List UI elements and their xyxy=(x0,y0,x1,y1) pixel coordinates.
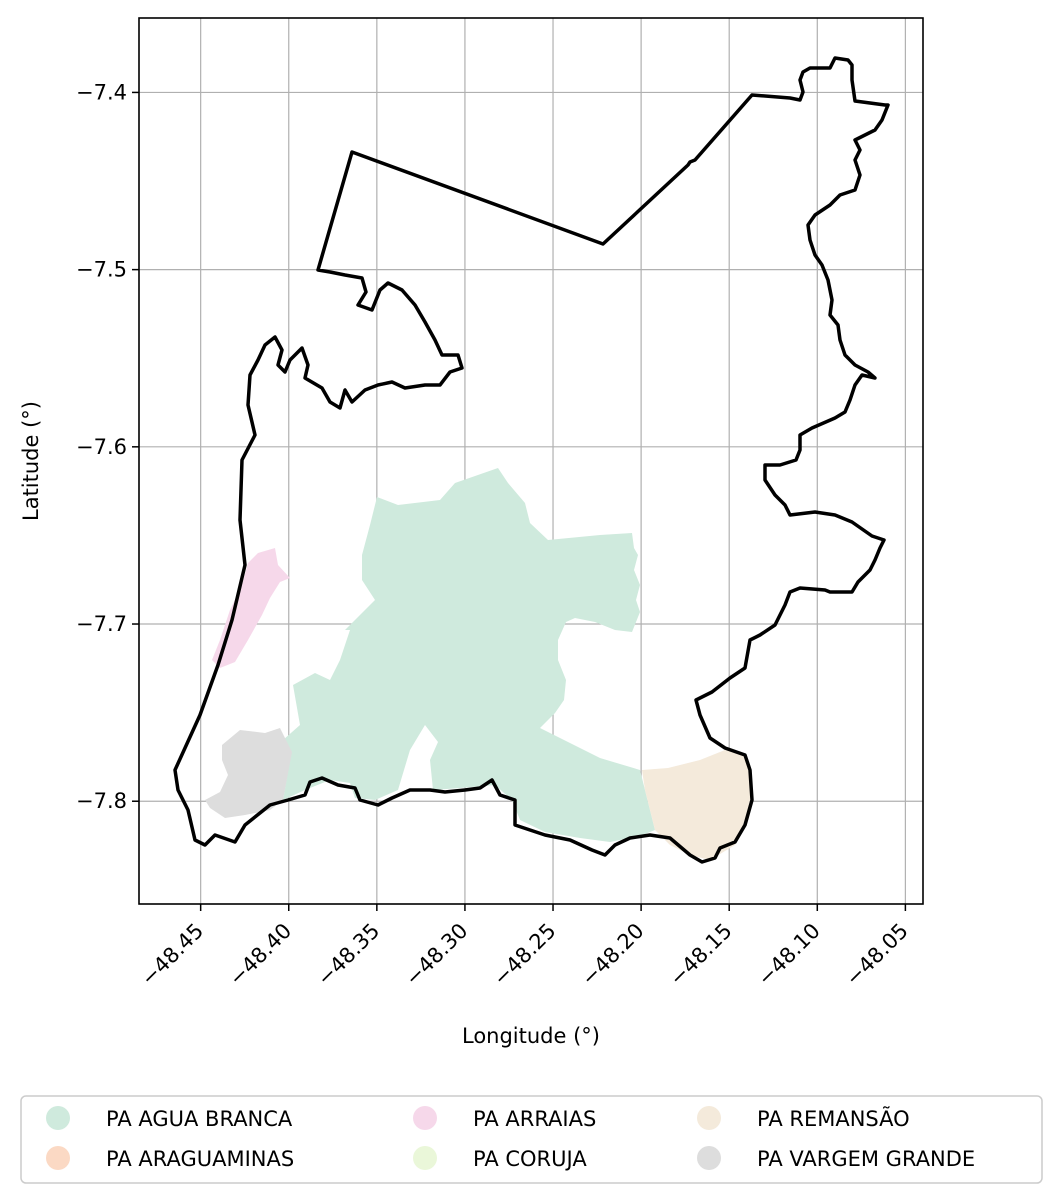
x-tick-label: −48.05 xyxy=(841,919,913,991)
x-tick-label: −48.20 xyxy=(577,919,649,991)
legend-marker xyxy=(413,1146,437,1170)
x-tick-label: −48.45 xyxy=(136,919,208,991)
legend-marker xyxy=(697,1106,721,1130)
y-axis-ticks: −7.4 −7.5 −7.6 −7.7 −7.8 xyxy=(76,80,139,813)
legend-marker xyxy=(46,1146,70,1170)
area-pa-remansao xyxy=(642,750,752,860)
legend-box xyxy=(20,1095,1043,1184)
legend-label: PA VARGEM GRANDE xyxy=(757,1147,975,1171)
area-pa-agua-branca xyxy=(283,468,655,842)
x-tick-label: −48.25 xyxy=(489,919,561,991)
x-axis-label: Longitude (°) xyxy=(462,1024,600,1048)
x-tick-label: −48.40 xyxy=(224,919,296,991)
area-pa-arraias xyxy=(212,548,290,668)
x-tick-label: −48.15 xyxy=(665,919,737,991)
legend-label: PA AGUA BRANCA xyxy=(106,1107,293,1131)
settlement-areas xyxy=(205,468,752,860)
legend-marker xyxy=(46,1106,70,1130)
y-tick-label: −7.4 xyxy=(76,80,127,104)
y-axis-label: Latitude (°) xyxy=(19,401,43,521)
legend-marker xyxy=(697,1146,721,1170)
x-axis-ticks: −48.45 −48.40 −48.35 −48.30 −48.25 −48.20 −48.… xyxy=(136,904,913,990)
legend-marker xyxy=(413,1106,437,1130)
y-tick-label: −7.7 xyxy=(76,612,127,636)
y-tick-label: −7.5 xyxy=(76,258,127,282)
axes-frame xyxy=(138,17,924,905)
legend-label: PA REMANSÃO xyxy=(757,1105,910,1131)
x-tick-label: −48.30 xyxy=(401,919,473,991)
y-tick-label: −7.8 xyxy=(76,789,127,813)
legend-label: PA ARRAIAS xyxy=(473,1107,596,1131)
legend-label: PA CORUJA xyxy=(473,1147,587,1171)
x-tick-label: −48.35 xyxy=(312,919,384,991)
y-tick-label: −7.6 xyxy=(76,435,127,459)
x-tick-label: −48.10 xyxy=(753,919,825,991)
municipality-boundary xyxy=(173,56,890,864)
legend: PA AGUA BRANCA PA ARAGUAMINAS PA ARRAIAS PA… xyxy=(20,1095,1043,1184)
area-pa-vargem-grande xyxy=(205,728,292,818)
legend-label: PA ARAGUAMINAS xyxy=(106,1147,294,1171)
